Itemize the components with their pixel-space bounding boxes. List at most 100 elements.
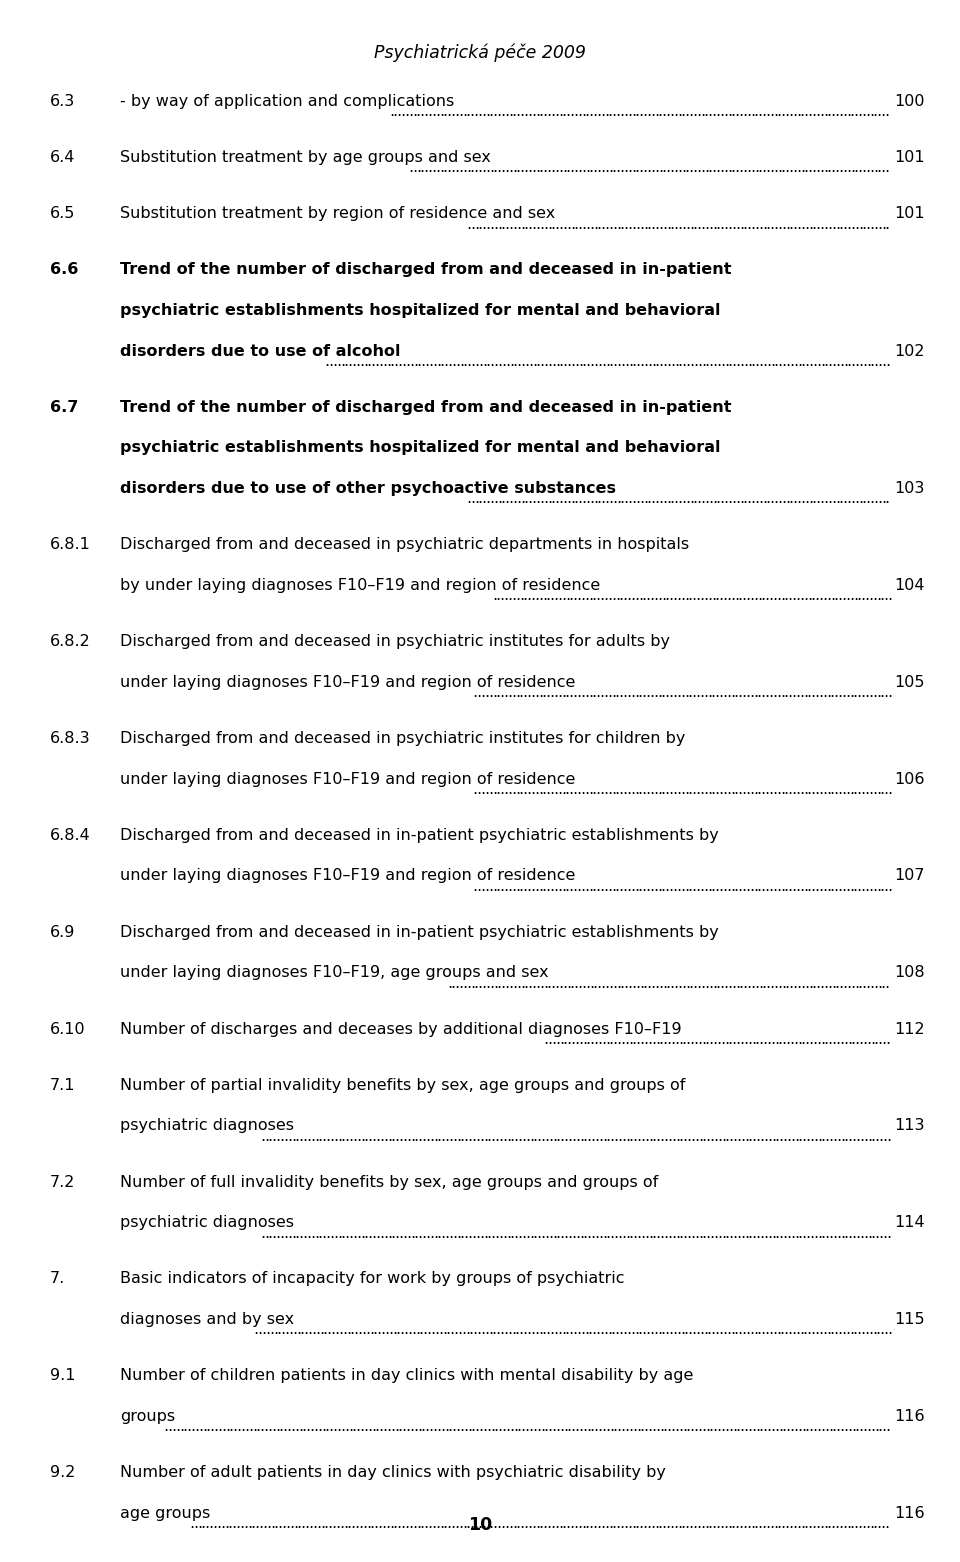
Text: .: . [755, 492, 759, 506]
Text: .: . [780, 589, 785, 603]
Text: .: . [179, 1420, 184, 1434]
Text: .: . [765, 1517, 770, 1531]
Text: .: . [743, 1032, 748, 1047]
Text: .: . [837, 879, 843, 893]
Text: Number of discharges and deceases by additional diagnoses F10–F19: Number of discharges and deceases by add… [120, 1022, 682, 1037]
Text: .: . [813, 1226, 818, 1240]
Text: .: . [546, 161, 552, 175]
Text: .: . [476, 879, 482, 893]
Text: .: . [620, 492, 625, 506]
Text: .: . [477, 976, 483, 990]
Text: .: . [861, 1517, 866, 1531]
Text: .: . [789, 1420, 795, 1434]
Text: .: . [512, 105, 516, 119]
Text: .: . [634, 686, 639, 700]
Text: .: . [851, 492, 855, 506]
Text: .: . [791, 589, 797, 603]
Text: .: . [531, 161, 537, 175]
Text: .: . [520, 217, 525, 231]
Text: .: . [446, 1517, 451, 1531]
Text: Number of partial invalidity benefits by sex, age groups and groups of: Number of partial invalidity benefits by… [120, 1078, 685, 1093]
Text: .: . [500, 1517, 505, 1531]
Text: .: . [515, 1323, 520, 1337]
Text: .: . [636, 1129, 641, 1143]
Text: .: . [571, 1129, 576, 1143]
Text: .: . [617, 1226, 622, 1240]
Text: .: . [486, 492, 491, 506]
Text: .: . [788, 161, 794, 175]
Text: .: . [383, 1226, 388, 1240]
Text: 6.4: 6.4 [50, 150, 76, 166]
Text: .: . [737, 879, 743, 893]
Text: .: . [586, 355, 590, 369]
Text: .: . [612, 976, 617, 990]
Text: .: . [751, 217, 756, 231]
Text: .: . [847, 355, 852, 369]
Text: .: . [885, 492, 890, 506]
Text: .: . [676, 783, 682, 797]
Text: .: . [490, 1420, 495, 1434]
Text: .: . [872, 783, 877, 797]
Text: .: . [629, 1129, 634, 1143]
Text: .: . [876, 105, 881, 119]
Text: .: . [525, 1226, 530, 1240]
Text: .: . [658, 976, 663, 990]
Text: .: . [573, 976, 579, 990]
Text: .: . [818, 783, 824, 797]
Text: .: . [594, 1129, 599, 1143]
Text: .: . [797, 492, 802, 506]
Text: .: . [474, 1420, 480, 1434]
Text: .: . [565, 1517, 570, 1531]
Text: .: . [696, 105, 701, 119]
Text: .: . [611, 879, 616, 893]
Text: .: . [279, 1129, 284, 1143]
Text: .: . [216, 1517, 221, 1531]
Text: .: . [689, 492, 694, 506]
Text: .: . [642, 161, 648, 175]
Text: .: . [374, 1420, 380, 1434]
Text: .: . [446, 976, 452, 990]
Text: .: . [823, 105, 828, 119]
Text: .: . [664, 686, 670, 700]
Text: .: . [650, 161, 656, 175]
Text: .: . [802, 1129, 806, 1143]
Text: .: . [772, 589, 778, 603]
Text: .: . [767, 1226, 772, 1240]
Text: .: . [323, 1323, 328, 1337]
Text: .: . [684, 976, 690, 990]
Text: .: . [720, 355, 725, 369]
Text: .: . [585, 1517, 589, 1531]
Text: .: . [488, 783, 493, 797]
Text: .: . [534, 1323, 540, 1337]
Text: .: . [555, 1032, 560, 1047]
Text: .: . [305, 1420, 311, 1434]
Text: .: . [878, 1226, 883, 1240]
Text: .: . [167, 1420, 173, 1434]
Text: .: . [460, 1226, 465, 1240]
Text: .: . [719, 976, 725, 990]
Text: .: . [864, 1323, 870, 1337]
Text: .: . [520, 355, 525, 369]
Text: .: . [534, 879, 540, 893]
Text: .: . [703, 686, 708, 700]
Text: .: . [809, 1226, 814, 1240]
Text: .: . [735, 1032, 740, 1047]
Text: .: . [270, 1517, 275, 1531]
Text: .: . [333, 1129, 338, 1143]
Text: .: . [850, 161, 855, 175]
Text: .: . [221, 1420, 227, 1434]
Text: .: . [213, 1420, 219, 1434]
Text: .: . [674, 492, 679, 506]
Text: .: . [710, 783, 716, 797]
Text: .: . [493, 355, 498, 369]
Text: .: . [609, 1032, 613, 1047]
Text: .: . [499, 686, 505, 700]
Text: .: . [699, 686, 705, 700]
Text: .: . [679, 1129, 684, 1143]
Text: .: . [585, 976, 590, 990]
Text: .: . [743, 355, 748, 369]
Text: .: . [842, 976, 848, 990]
Text: .: . [654, 1517, 659, 1531]
Text: .: . [695, 879, 701, 893]
Text: .: . [743, 1420, 749, 1434]
